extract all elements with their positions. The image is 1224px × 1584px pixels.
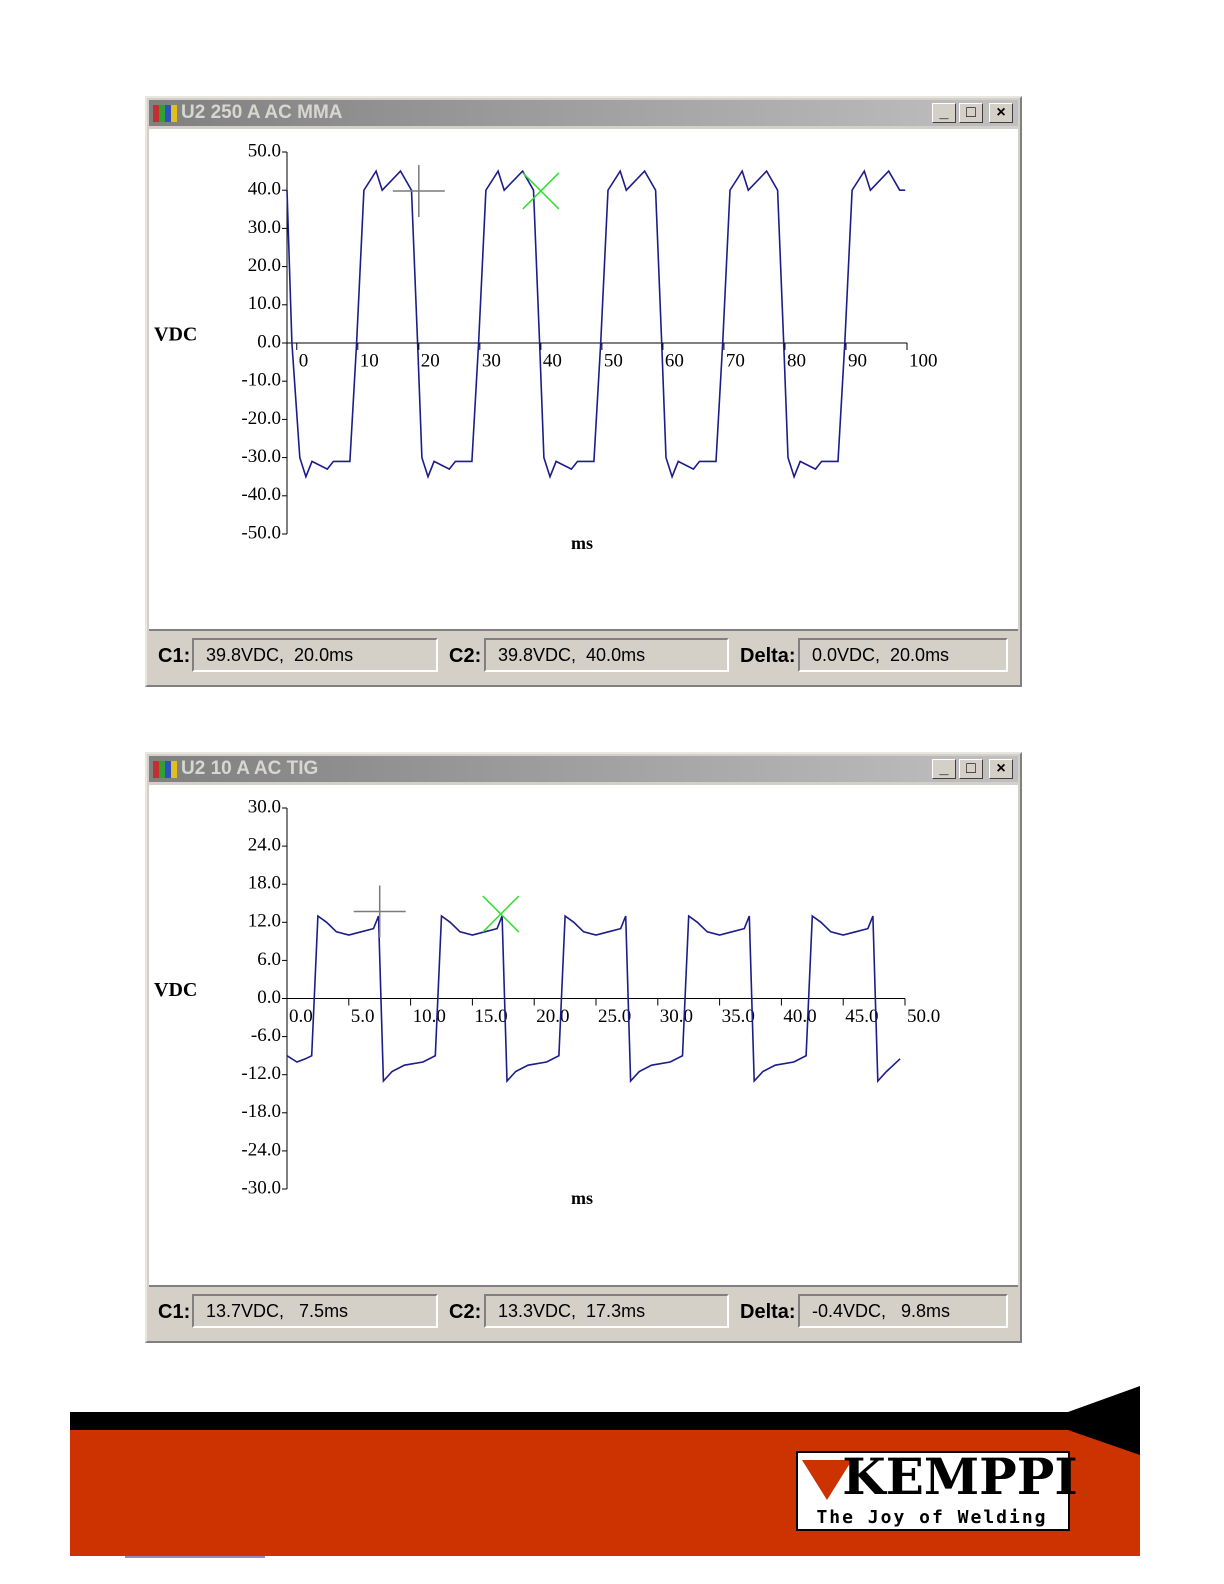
status-field: 0.0VDC, 20.0ms xyxy=(798,638,1008,672)
window-icon xyxy=(153,761,177,778)
status-label: Delta: xyxy=(740,645,796,667)
window: U2 10 A AC TIG _ □ × C1: 13.7VDC, 7.5ms … xyxy=(145,752,1022,1343)
close-button[interactable]: × xyxy=(989,103,1013,123)
logo-box xyxy=(796,1451,1070,1531)
footer-stripe xyxy=(70,1386,1140,1455)
close-button[interactable]: × xyxy=(989,759,1013,779)
plot-area xyxy=(149,129,1018,631)
logo-tagline: The Joy of Welding xyxy=(816,1507,1047,1528)
logo-brand: KEMPPI xyxy=(842,1447,1078,1506)
status-label: Delta: xyxy=(740,1301,796,1323)
window: U2 250 A AC MMA _ □ × C1: 39.8VDC, 20.0m… xyxy=(145,96,1022,687)
status-field: 13.3VDC, 17.3ms xyxy=(484,1294,729,1328)
status-label: C2: xyxy=(449,1301,482,1323)
status-label: C2: xyxy=(449,645,482,667)
minimize-button[interactable]: _ xyxy=(932,759,956,779)
window-icon xyxy=(153,105,177,122)
maximize-button[interactable]: □ xyxy=(959,103,983,123)
status-field: -0.4VDC, 9.8ms xyxy=(798,1294,1008,1328)
window-title: U2 250 A AC MMA xyxy=(181,102,343,123)
status-label: C1: xyxy=(158,1301,191,1323)
status-field: 13.7VDC, 7.5ms xyxy=(192,1294,438,1328)
status-label: C1: xyxy=(158,645,191,667)
minimize-button[interactable]: _ xyxy=(932,103,956,123)
footer-band xyxy=(70,1430,1140,1556)
title-bar: U2 10 A AC TIG _ □ × xyxy=(149,756,1018,782)
status-field: 39.8VDC, 40.0ms xyxy=(484,638,729,672)
title-bar: U2 250 A AC MMA _ □ × xyxy=(149,100,1018,126)
status-field: 39.8VDC, 20.0ms xyxy=(192,638,438,672)
window-title: U2 10 A AC TIG xyxy=(181,758,319,779)
logo-emblem xyxy=(802,1460,852,1500)
plot-area xyxy=(149,785,1018,1287)
maximize-button[interactable]: □ xyxy=(959,759,983,779)
